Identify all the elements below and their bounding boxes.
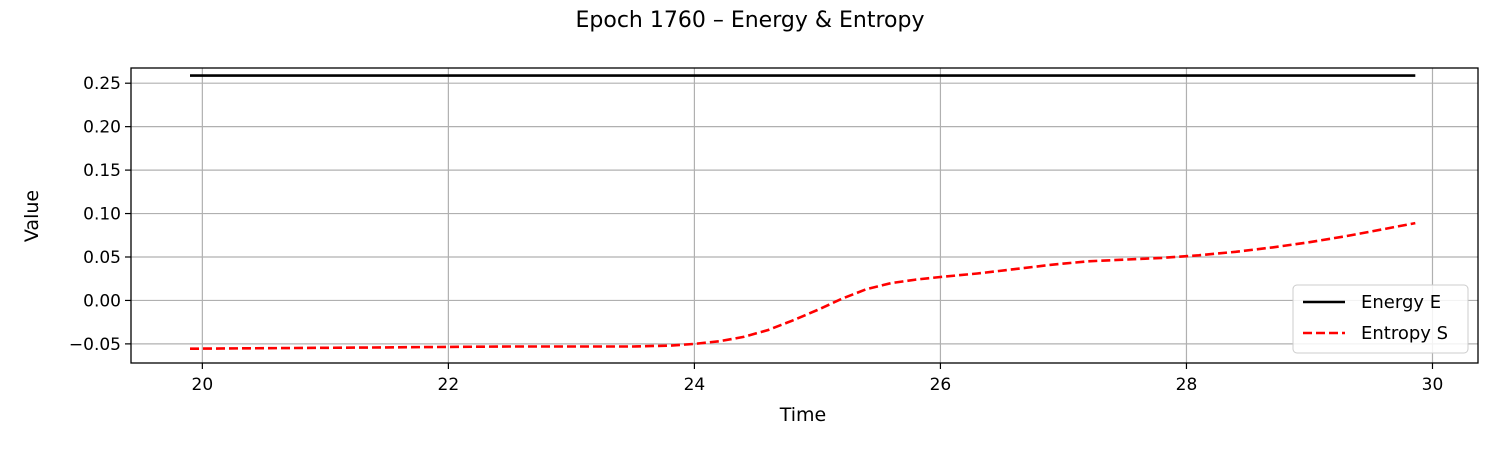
series-layer: [189, 74, 1416, 350]
ticks-layer: 20 22 24 26 28 30 −0.05 0.00 0.05 0.10 0.15 0.20 0.2…: [69, 74, 1443, 395]
y-tick-label: 0.10: [83, 205, 121, 225]
x-tick-label: 20: [192, 375, 214, 395]
y-axis-label: Value: [21, 190, 43, 242]
series-line-entropy: [189, 221, 1416, 350]
chart-title: Epoch 1760 – Energy & Entropy: [576, 8, 925, 33]
x-tick-label: 24: [684, 375, 706, 395]
legend-label: Energy E: [1361, 292, 1441, 313]
y-tick-label: 0.15: [83, 161, 121, 181]
x-tick-label: 22: [438, 375, 460, 395]
y-tick-label: 0.05: [83, 248, 121, 268]
plot-frame: [130, 67, 1479, 364]
legend-label: Entropy S: [1361, 323, 1448, 344]
y-tick-label: −0.05: [69, 335, 121, 355]
y-tick-label: 0.25: [83, 74, 121, 94]
y-tick-label: 0.00: [83, 291, 121, 311]
x-axis-label: Time: [779, 404, 827, 426]
x-tick-label: 28: [1176, 375, 1198, 395]
legend: Energy E Entropy S: [1292, 284, 1469, 354]
x-tick-label: 26: [930, 375, 952, 395]
y-tick-label: 0.20: [83, 118, 121, 138]
grid-layer: [131, 68, 1478, 363]
x-tick-label: 30: [1422, 375, 1444, 395]
